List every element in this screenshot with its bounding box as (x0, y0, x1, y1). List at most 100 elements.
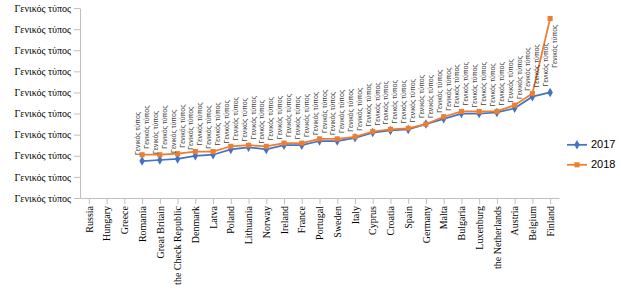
data-label: Γενικός τύπος (294, 95, 302, 139)
data-label: Γενικός τύπος (134, 111, 142, 155)
y-tick: Γενικός τύπος (15, 193, 80, 204)
x-tick-label: Bulgaria (456, 205, 467, 240)
x-tick-label: Romania (137, 205, 148, 242)
x-tick-label: Russia (84, 205, 95, 232)
point (246, 143, 251, 152)
point (459, 109, 464, 118)
x-axis: Russia Hungary Greece Romania Great Britain t… (81, 198, 560, 285)
data-label: Γενικός τύπος (267, 96, 275, 140)
x-tick-mark (249, 198, 250, 204)
data-label: Γενικός τύπος (524, 47, 532, 91)
data-label: Γενικός τύπος (382, 81, 390, 125)
point (459, 109, 464, 114)
x-tick: Greece (119, 198, 130, 234)
data-label: Γενικός τύπος (551, 24, 559, 68)
data-label: Γενικός τύπος (374, 82, 382, 126)
y-tick-label: Γενικός τύπος (15, 193, 71, 204)
x-tick-mark (550, 198, 551, 204)
x-tick: Luxenburg (474, 198, 485, 250)
x-tick-mark (337, 198, 338, 204)
data-label: Γενικός τύπος (161, 105, 169, 149)
x-tick: Spain (403, 198, 414, 229)
x-tick-mark (426, 198, 427, 204)
point (335, 136, 340, 145)
x-tick: Sweden (332, 198, 343, 238)
x-tick-mark (461, 198, 462, 204)
y-tick: Γενικός τύπος (15, 150, 80, 161)
x-tick-label: Ireland (279, 206, 290, 234)
data-label: Γενικός τύπος (391, 80, 399, 124)
data-label: Γενικός τύπος (542, 43, 550, 87)
data-label: Γενικός τύπος (258, 100, 266, 144)
data-label: Γενικός τύπος (285, 93, 293, 137)
y-tick-mark (74, 177, 80, 178)
x-tick-label: Germany (421, 206, 432, 243)
y-tick-mark (74, 50, 80, 51)
point (512, 103, 517, 108)
point (335, 136, 340, 141)
data-label: Γενικός τύπος (223, 100, 231, 144)
legend-marker (574, 162, 579, 167)
x-tick: Bulgaria (456, 198, 467, 240)
x-tick-label: Great Britain (155, 206, 166, 258)
y-tick: Γενικός τύπος (15, 172, 80, 183)
point (317, 136, 322, 145)
x-tick-mark (497, 198, 498, 204)
data-label: Γενικός τύπος (232, 96, 240, 140)
x-tick-label: Spain (403, 206, 414, 229)
data-label: Γενικός τύπος (143, 105, 151, 149)
y-tick-mark (74, 8, 80, 9)
x-tick-mark (142, 198, 143, 204)
point (228, 145, 233, 154)
y-tick-label: Γενικός τύπος (15, 108, 71, 119)
point (547, 88, 552, 97)
x-tick: Lithuania (243, 198, 254, 244)
x-tick: Russia (84, 198, 95, 233)
x-tick: France (296, 198, 307, 233)
point (210, 150, 215, 159)
x-tick: the Netherlands (492, 198, 503, 269)
y-tick-mark (74, 29, 80, 30)
y-tick: Γενικός τύπος (15, 24, 80, 35)
point (228, 144, 233, 149)
x-tick-label: Denmark (190, 206, 201, 243)
point (370, 129, 375, 134)
x-tick: Latva (208, 198, 219, 229)
point (477, 109, 482, 114)
x-tick-mark (107, 198, 108, 204)
point (264, 144, 269, 149)
data-label: Γενικός τύπος (498, 62, 506, 106)
x-tick-label: Portugal (314, 206, 325, 240)
point (406, 126, 411, 131)
x-tick: Hungary (101, 198, 112, 241)
x-tick-mark (355, 198, 356, 204)
data-label: Γενικός τύπος (533, 44, 541, 88)
point (530, 91, 535, 96)
y-tick: Γενικός τύπος (15, 87, 80, 98)
x-tick-mark (532, 198, 533, 204)
y-tick-label: Γενικός τύπος (15, 24, 71, 35)
data-label: Γενικός τύπος (436, 69, 444, 113)
point (494, 109, 499, 114)
y-tick-mark (74, 135, 80, 136)
y-tick-mark (74, 156, 80, 157)
data-label: Γενικός τύπος (347, 88, 355, 132)
x-tick-mark (213, 198, 214, 204)
data-label: Γενικός τύπος (462, 62, 470, 106)
marks (139, 16, 553, 166)
x-tick-mark (408, 198, 409, 204)
y-tick: Γενικός τύπος (15, 129, 80, 140)
data-label: Γενικός τύπος (303, 93, 311, 137)
data-label: Γενικός τύπος (356, 87, 364, 131)
x-tick: Malta (438, 198, 449, 229)
point (405, 125, 410, 134)
point (530, 92, 535, 101)
y-tick-label: Γενικός τύπος (15, 66, 71, 77)
data-label: Γενικός τύπος (445, 67, 453, 111)
x-tick-label: Finland (545, 206, 556, 237)
x-tick: Denmark (190, 198, 201, 243)
data-label: Γενικός τύπος (338, 89, 346, 133)
y-tick-mark (74, 71, 80, 72)
x-tick-mark (266, 198, 267, 204)
x-tick: Italy (350, 198, 361, 224)
